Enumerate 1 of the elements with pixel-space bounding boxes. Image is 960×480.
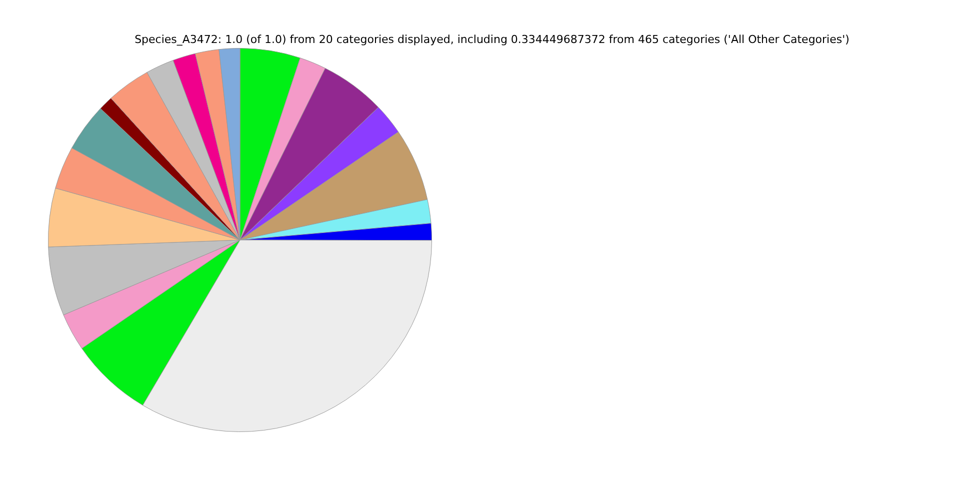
text: Species_A3472: 1.0 (of 1.0) from 20 categories displayed, including 0.334449687372 from 465 categories ('All Other Categories')	[134, 32, 850, 46]
